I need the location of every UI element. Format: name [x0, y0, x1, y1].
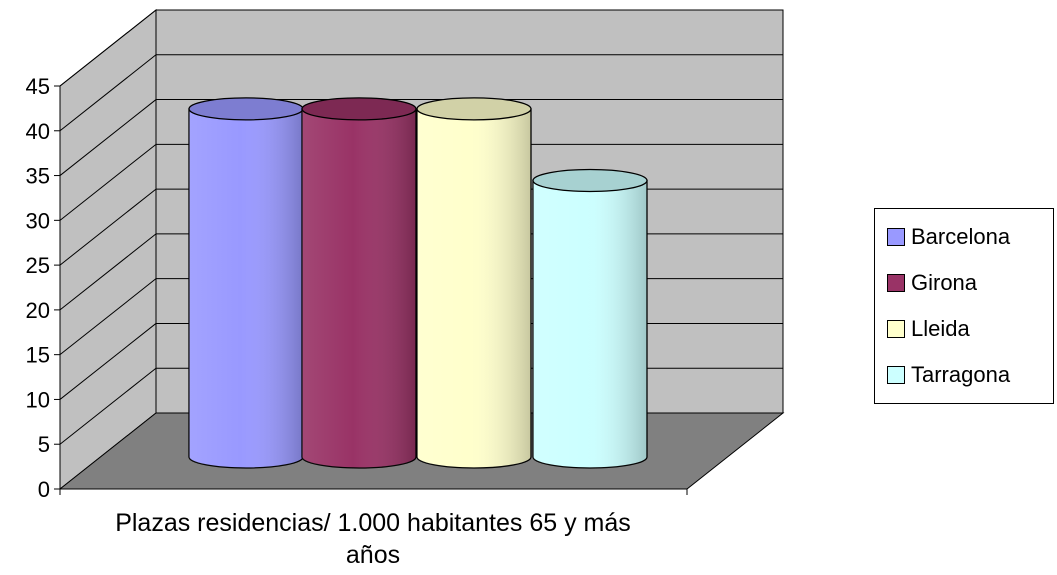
gridline-side [59, 188, 157, 266]
legend-label: Lleida [911, 316, 970, 341]
category-label-line: Plazas residencias/ 1.000 habitantes 65 … [115, 509, 631, 537]
legend-swatch [887, 366, 905, 384]
y-tick-label: 5 [38, 432, 50, 457]
bar-shade [533, 180, 647, 468]
bar-barcelona [188, 97, 304, 469]
y-tick-label: 15 [26, 343, 50, 368]
bar-shade [302, 108, 416, 468]
bar-girona [301, 97, 417, 469]
legend-label: Tarragona [911, 362, 1011, 387]
legend-swatch [887, 274, 905, 292]
y-tick-label: 20 [26, 298, 50, 323]
legend-item-tarragona: Tarragona [887, 359, 1010, 391]
legend-item-girona: Girona [887, 267, 977, 299]
gridline-side [59, 367, 157, 445]
legend-label: Barcelona [911, 224, 1011, 249]
y-tick-label: 10 [26, 387, 50, 412]
y-tick-label: 25 [26, 253, 50, 278]
bar-top [416, 97, 532, 121]
gridline-side [59, 99, 157, 176]
category-label: Plazas residencias/ 1.000 habitantes 65 … [115, 509, 631, 569]
gridline-side [59, 278, 157, 356]
gridline-side [59, 233, 157, 311]
bar-lleida [416, 97, 532, 469]
bar-shade [189, 108, 303, 468]
gridline-side [59, 143, 157, 221]
category-label-line: años [346, 541, 400, 569]
bar-top [532, 168, 648, 193]
bar-top-shade [302, 97, 416, 120]
legend-item-lleida: Lleida [887, 313, 970, 345]
side-wall [59, 8, 157, 491]
y-tick-label: 30 [26, 208, 50, 233]
y-tick-label: 40 [26, 119, 50, 144]
gridline-side [59, 54, 157, 132]
bar-top-shade [533, 169, 647, 192]
bar-top [301, 97, 417, 121]
y-tick-label: 45 [26, 74, 50, 99]
y-tick-label: 35 [26, 164, 50, 189]
bar-shade [417, 108, 531, 468]
y-tick-label: 0 [38, 477, 50, 502]
gridline-side [59, 9, 157, 87]
bar-top-shade [189, 97, 303, 120]
legend-swatch [887, 228, 905, 246]
gridline-side [59, 323, 157, 400]
legend-item-barcelona: Barcelona [887, 221, 1010, 253]
legend-swatch [887, 320, 905, 338]
legend-label: Girona [911, 270, 978, 295]
bar-top-shade [417, 97, 531, 120]
bar-tarragona [532, 168, 648, 469]
legend: Barcelona Girona Lleida Tarragona [874, 208, 1054, 404]
